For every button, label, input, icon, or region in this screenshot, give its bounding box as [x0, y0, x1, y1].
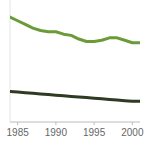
x-tick-label: 1985	[7, 127, 30, 138]
line-series	[10, 92, 140, 102]
chart-svg: 1985 1990 1995 2000	[0, 0, 150, 150]
plot-area	[10, 17, 140, 101]
x-tick	[132, 122, 133, 125]
chart: 1985 1990 1995 2000	[0, 0, 150, 150]
x-tick	[55, 122, 56, 125]
x-tick	[17, 122, 18, 125]
x-tick-label: 1995	[83, 127, 106, 138]
x-tick-label: 2000	[121, 127, 144, 138]
x-axis	[10, 122, 140, 123]
x-tick	[94, 122, 95, 125]
line-series	[10, 17, 140, 43]
x-tick-label: 1990	[45, 127, 68, 138]
